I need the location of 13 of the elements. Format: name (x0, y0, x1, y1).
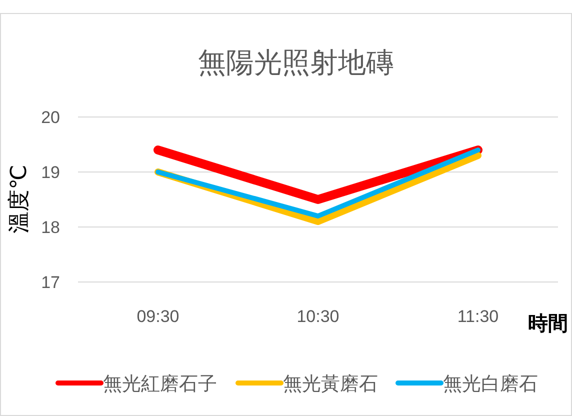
legend-label: 無光黃磨石 (283, 373, 378, 395)
y-axis-title: 溫度℃ (6, 164, 31, 234)
x-tick-label: 11:30 (457, 307, 499, 326)
y-tick-label: 18 (41, 218, 60, 237)
x-tick-label: 09:30 (136, 307, 180, 326)
legend-label: 無光白磨石 (443, 373, 538, 395)
y-tick-label: 17 (41, 273, 60, 292)
legend-label: 無光紅磨石子 (103, 373, 217, 395)
x-axis-title: 時間 (528, 313, 568, 335)
y-tick-label: 19 (41, 163, 60, 182)
chart-title: 無陽光照射地磚 (198, 47, 394, 78)
x-tick-label: 10:30 (296, 307, 340, 326)
y-tick-label: 20 (41, 108, 60, 127)
